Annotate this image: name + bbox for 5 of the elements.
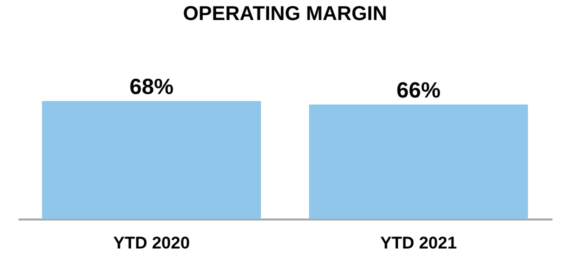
- data-label: 68%: [129, 74, 174, 99]
- x-tick-label: YTD 2021: [380, 234, 457, 252]
- chart-title: OPERATING MARGIN: [182, 3, 388, 25]
- x-tick-label: YTD 2020: [113, 234, 190, 252]
- data-label: 66%: [396, 77, 441, 102]
